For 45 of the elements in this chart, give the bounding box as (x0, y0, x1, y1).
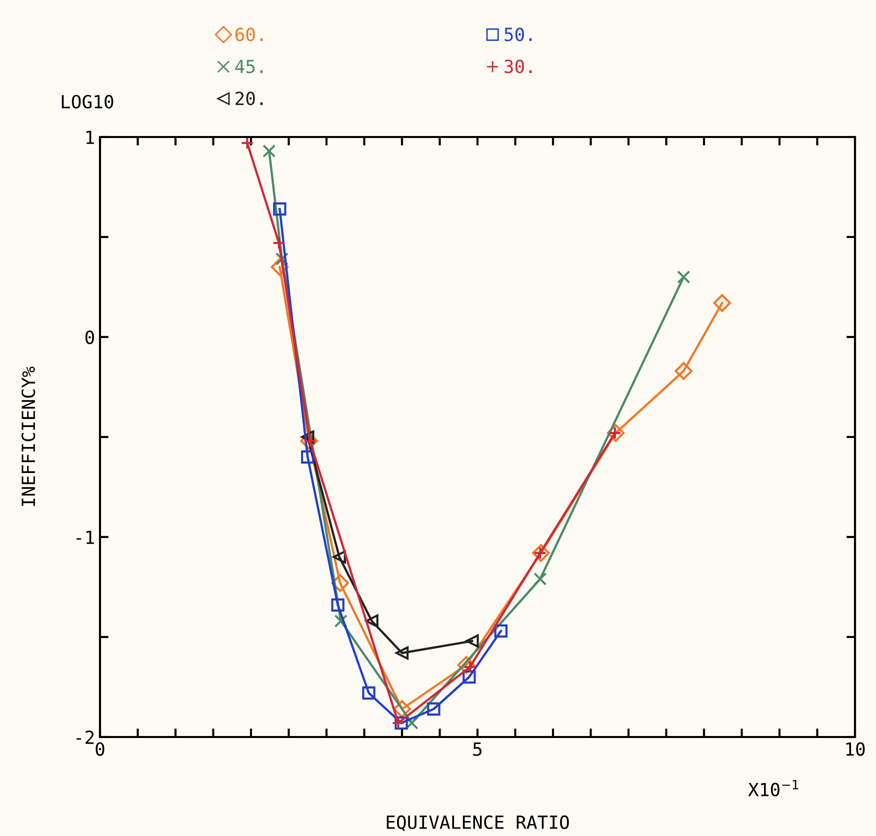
y-tick-label: 0 (85, 330, 94, 344)
point (494, 624, 508, 638)
legend-label: 30. (504, 60, 532, 74)
text: LOG10 (62, 94, 114, 108)
legend-label: 50. (504, 28, 532, 42)
y-tick-label: 1 (86, 130, 94, 144)
point (534, 572, 547, 586)
point (395, 646, 409, 660)
point (457, 656, 476, 674)
x-axis-title: EQUIVALENCE RATIO (386, 815, 569, 832)
text: X10$^{−1}$ (748, 780, 798, 796)
point (365, 614, 378, 628)
point (532, 544, 550, 562)
point (674, 362, 693, 380)
point (331, 574, 349, 592)
point (301, 450, 314, 464)
point (270, 258, 289, 276)
point (334, 614, 348, 628)
point (677, 270, 690, 284)
point (606, 424, 625, 442)
point (427, 702, 440, 716)
x-tick-label: 10 (846, 742, 865, 756)
point (331, 598, 344, 612)
point (394, 716, 408, 730)
y-tick-label: -2 (76, 730, 94, 744)
x-tick-label: 0 (96, 742, 104, 756)
point (362, 686, 376, 700)
y-axis-title: INEFFICIENCY% (22, 366, 36, 506)
point (332, 550, 346, 564)
x-tick-label: 5 (473, 742, 482, 756)
legend-label: 60. (235, 28, 263, 42)
point (462, 670, 476, 684)
legend-label: 20. (236, 92, 263, 106)
point (713, 294, 732, 312)
point (240, 137, 254, 150)
point (262, 144, 276, 158)
point (393, 700, 411, 718)
point (273, 202, 286, 216)
y-tick-label: -1 (76, 530, 94, 544)
legend-label: 45. (235, 60, 263, 74)
point (300, 432, 318, 450)
point (275, 252, 289, 266)
point (272, 236, 286, 250)
point (466, 634, 479, 648)
point (392, 716, 405, 730)
